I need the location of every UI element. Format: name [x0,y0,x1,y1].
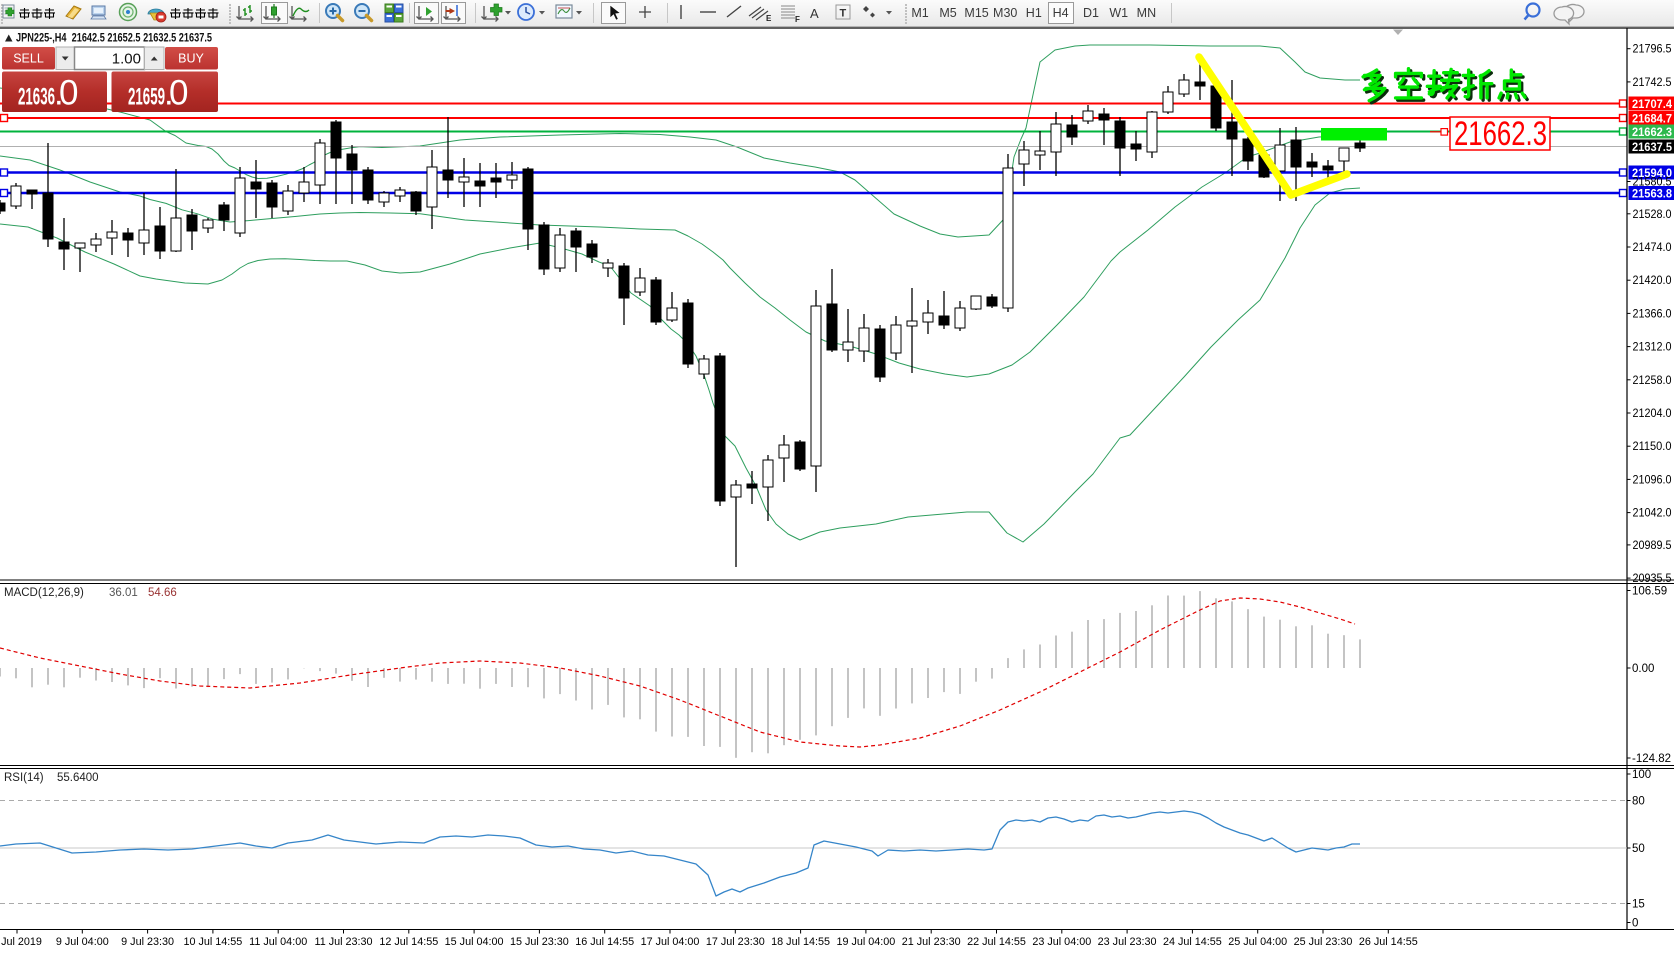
svg-text:21312.0: 21312.0 [1633,342,1672,354]
svg-text:D1: D1 [1083,6,1099,20]
svg-text:21474.0: 21474.0 [1633,242,1672,254]
svg-text:15 Jul 23:30: 15 Jul 23:30 [510,936,569,948]
svg-text:21637.5: 21637.5 [1632,142,1673,154]
svg-text:T: T [840,8,847,20]
svg-text:21580.5: 21580.5 [1633,177,1672,189]
svg-text:21204.0: 21204.0 [1633,408,1672,420]
svg-text:21528.0: 21528.0 [1633,209,1672,221]
svg-text:22 Jul 14:55: 22 Jul 14:55 [967,936,1026,948]
svg-text:55.6400: 55.6400 [57,772,99,784]
svg-text:21742.5: 21742.5 [1633,77,1672,89]
svg-text:21636: 21636 [18,83,55,110]
svg-text:M1: M1 [911,6,928,20]
svg-text:SELL: SELL [13,52,44,66]
svg-text:JPN225-,H4 21642.5 21652.5 21: JPN225-,H4 21642.5 21652.5 21632.5 21637… [16,33,212,45]
svg-text:F: F [795,15,800,24]
svg-text:21042.0: 21042.0 [1633,508,1672,520]
svg-text:12 Jul 14:55: 12 Jul 14:55 [379,936,438,948]
svg-text:23 Jul 23:30: 23 Jul 23:30 [1098,936,1157,948]
svg-text:17 Jul 23:30: 17 Jul 23:30 [706,936,765,948]
svg-text:21662.3: 21662.3 [1632,127,1672,139]
svg-text:21096.0: 21096.0 [1633,474,1672,486]
svg-text:21563.8: 21563.8 [1632,189,1673,201]
svg-text:54.66: 54.66 [148,587,177,599]
svg-text:21366.0: 21366.0 [1633,308,1672,320]
svg-text:21258.0: 21258.0 [1633,375,1672,387]
svg-text:21 Jul 23:30: 21 Jul 23:30 [902,936,961,948]
svg-text:21684.7: 21684.7 [1632,114,1672,126]
svg-text:21707.4: 21707.4 [1632,99,1673,111]
svg-text:W1: W1 [1109,6,1128,20]
svg-text:21420.0: 21420.0 [1633,275,1672,287]
svg-text:E: E [766,14,772,23]
svg-text:MN: MN [1137,6,1156,20]
svg-text:20989.5: 20989.5 [1633,540,1672,552]
svg-text:15 Jul 04:00: 15 Jul 04:00 [445,936,504,948]
svg-text:16 Jul 14:55: 16 Jul 14:55 [575,936,634,948]
svg-text:0: 0 [1632,918,1638,930]
svg-text:19 Jul 04:00: 19 Jul 04:00 [836,936,895,948]
svg-text:M30: M30 [993,6,1017,20]
svg-text:80: 80 [1632,796,1645,808]
svg-text:10 Jul 14:55: 10 Jul 14:55 [183,936,242,948]
svg-text:RSI(14): RSI(14) [4,772,44,784]
svg-text:11 Jul 04:00: 11 Jul 04:00 [249,936,307,948]
svg-text:17 Jul 04:00: 17 Jul 04:00 [641,936,700,948]
svg-text:H4: H4 [1053,6,1069,20]
svg-text:21796.5: 21796.5 [1633,44,1672,56]
svg-text:11 Jul 23:30: 11 Jul 23:30 [314,936,372,948]
svg-text:0: 0 [169,74,188,113]
svg-text:21662.3: 21662.3 [1454,115,1547,153]
svg-text:21150.0: 21150.0 [1633,441,1672,453]
svg-text:M15: M15 [964,6,988,20]
svg-text:0.00: 0.00 [1632,663,1654,675]
svg-text:50: 50 [1632,843,1645,855]
svg-text:A: A [810,6,819,21]
svg-text:-124.82: -124.82 [1632,753,1671,765]
svg-text:9 Jul 04:00: 9 Jul 04:00 [56,936,109,948]
svg-text:15: 15 [1632,899,1645,911]
svg-text:9 Jul 23:30: 9 Jul 23:30 [121,936,174,948]
svg-text:25 Jul 04:00: 25 Jul 04:00 [1228,936,1287,948]
svg-text:23 Jul 04:00: 23 Jul 04:00 [1032,936,1091,948]
svg-text:100: 100 [1632,769,1651,781]
svg-text:0: 0 [59,74,78,113]
svg-text:8 Jul 2019: 8 Jul 2019 [0,936,42,948]
svg-text:106.59: 106.59 [1632,586,1667,598]
svg-text:18 Jul 14:55: 18 Jul 14:55 [771,936,830,948]
svg-text:M5: M5 [939,6,956,20]
svg-text:24 Jul 14:55: 24 Jul 14:55 [1163,936,1222,948]
svg-text:BUY: BUY [178,52,204,66]
svg-text:MACD(12,26,9): MACD(12,26,9) [4,587,84,599]
svg-text:21659: 21659 [128,83,165,110]
svg-text:25 Jul 23:30: 25 Jul 23:30 [1294,936,1353,948]
svg-text:1.00: 1.00 [112,51,141,68]
svg-text:36.01: 36.01 [109,587,138,599]
svg-text:H1: H1 [1026,6,1042,20]
svg-text:26 Jul 14:55: 26 Jul 14:55 [1359,936,1418,948]
